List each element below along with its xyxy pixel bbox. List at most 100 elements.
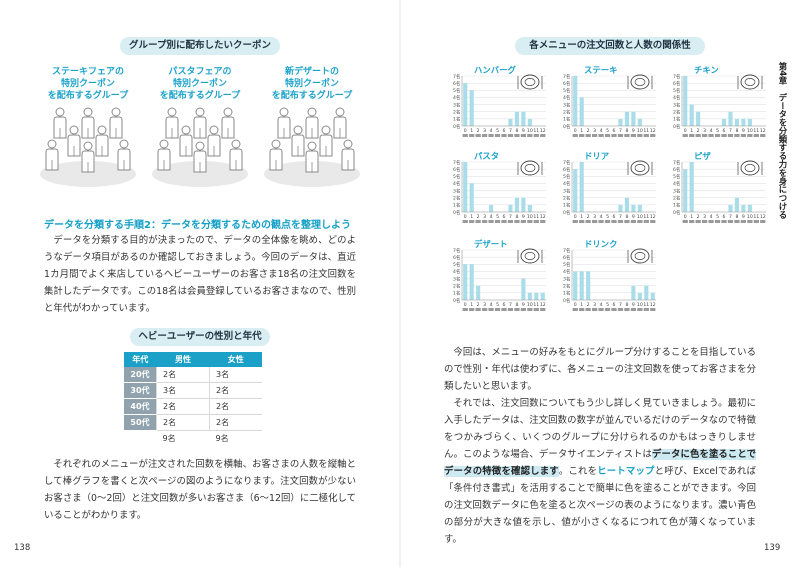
chart-title: デザート	[474, 239, 508, 249]
y-tick-label: 6名	[673, 166, 681, 173]
person-icon	[269, 139, 283, 171]
bar	[463, 83, 468, 126]
header-female: 女性	[209, 352, 262, 367]
y-tick-label: 2名	[453, 283, 461, 290]
x-tick-label: 8	[515, 128, 518, 134]
y-tick-label: 6名	[563, 80, 571, 87]
x-tick-marker	[469, 134, 475, 137]
x-tick-marker	[760, 220, 766, 223]
x-tick-label: 7	[729, 214, 732, 220]
x-tick-label: 7	[729, 128, 732, 134]
x-tick-label: 5	[496, 302, 499, 308]
y-tick-label: 7名	[563, 159, 571, 166]
x-tick-label: 6	[723, 128, 726, 134]
bar	[631, 285, 636, 300]
table-row: 40代 2名 2名	[124, 398, 262, 415]
bar	[527, 204, 532, 212]
x-tick-label: 4	[600, 302, 603, 308]
x-tick-label: 9	[742, 214, 745, 220]
person-icon	[81, 107, 95, 139]
x-tick-marker	[481, 134, 488, 137]
bar	[644, 285, 649, 300]
y-tick-label: 2名	[563, 195, 571, 202]
x-tick-marker	[488, 220, 494, 223]
table-total-row: 9名 9名	[124, 431, 262, 447]
x-tick-marker	[572, 220, 578, 223]
x-tick-label: 4	[710, 214, 713, 220]
bar	[624, 111, 629, 126]
p2-keyword-heatmap: ヒートマップ	[597, 466, 655, 477]
x-tick-marker	[695, 134, 701, 137]
x-tick-label: 11	[533, 302, 539, 308]
x-tick-marker	[514, 134, 520, 137]
bar	[463, 162, 468, 212]
header-age: 年代	[124, 352, 157, 367]
y-tick-label: 4名	[563, 180, 571, 187]
y-tick-label: 4名	[453, 268, 461, 275]
bar	[696, 111, 701, 126]
y-tick-label: 3名	[453, 187, 461, 194]
dessert-icon	[517, 248, 543, 264]
x-tick-label: 2	[587, 128, 590, 134]
x-tick-marker	[695, 220, 701, 223]
x-tick-marker	[650, 134, 656, 137]
x-tick-label: 0	[574, 302, 577, 308]
x-tick-marker	[637, 308, 643, 311]
x-tick-label: 11	[753, 128, 759, 134]
drink-icon	[627, 248, 653, 264]
x-tick-marker	[740, 220, 747, 223]
x-tick-label: 7	[619, 128, 622, 134]
x-tick-label: 11	[643, 214, 649, 220]
y-tick-label: 5名	[453, 173, 461, 180]
x-tick-label: 4	[600, 214, 603, 220]
x-tick-label: 2	[477, 214, 480, 220]
x-tick-label: 9	[522, 302, 525, 308]
bar	[489, 204, 494, 212]
charts-title: 各メニューの注文回数と人数の関係性	[515, 37, 705, 55]
x-tick-label: 8	[515, 302, 518, 308]
male-cell: 2名	[156, 367, 210, 383]
x-tick-marker	[481, 308, 488, 311]
menu-chart: チキン 0名 1名 2名 3名 4名 5名 6名 7名 0 1 2 3 4 5 6 7 8 9 10 11 12	[668, 64, 774, 148]
x-tick-marker	[701, 220, 708, 223]
bar	[527, 292, 532, 300]
y-tick-label: 7名	[453, 247, 461, 254]
x-tick-label: 7	[619, 214, 622, 220]
y-tick-label: 3名	[563, 187, 571, 194]
y-tick-label: 4名	[563, 268, 571, 275]
x-tick-marker	[475, 308, 481, 311]
bar	[618, 204, 623, 212]
x-tick-marker	[604, 134, 611, 137]
x-tick-marker	[494, 308, 501, 311]
x-tick-marker	[650, 220, 656, 223]
bar	[747, 118, 752, 126]
x-tick-label: 12	[540, 128, 546, 134]
book-gutter	[399, 0, 401, 567]
x-tick-marker	[714, 220, 721, 223]
y-tick-label: 1名	[563, 290, 571, 297]
male-cell: 3名	[156, 382, 210, 399]
bar	[586, 271, 591, 300]
female-cell: 2名	[209, 398, 262, 415]
x-tick-marker	[507, 134, 514, 137]
bar	[508, 204, 513, 212]
x-tick-marker	[520, 134, 527, 137]
person-icon	[319, 125, 333, 157]
y-tick-label: 2名	[453, 195, 461, 202]
x-tick-marker	[514, 220, 520, 223]
chapter-tab: 第4章 データを分類する力を身につける	[778, 62, 788, 219]
x-tick-label: 5	[606, 128, 609, 134]
x-tick-marker	[611, 220, 617, 223]
y-tick-label: 3名	[673, 101, 681, 108]
y-tick-label: 5名	[673, 173, 681, 180]
x-tick-label: 2	[477, 128, 480, 134]
y-tick-label: 1名	[453, 116, 461, 123]
x-tick-label: 3	[593, 302, 596, 308]
bar	[728, 204, 733, 212]
chart-title: チキン	[694, 65, 719, 75]
y-tick-label: 1名	[453, 202, 461, 209]
person-icon	[333, 107, 347, 139]
x-tick-marker	[721, 134, 727, 137]
bar	[683, 76, 688, 126]
